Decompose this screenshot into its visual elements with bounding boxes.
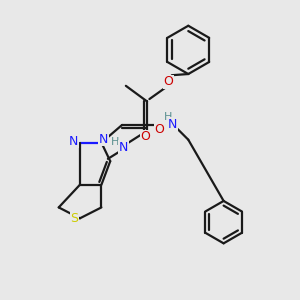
Text: H: H — [164, 112, 172, 122]
Text: N: N — [99, 133, 109, 146]
Text: O: O — [163, 75, 173, 88]
Text: O: O — [141, 130, 151, 143]
Text: O: O — [154, 123, 164, 136]
Text: S: S — [70, 212, 79, 225]
Text: N: N — [69, 135, 78, 148]
Text: N: N — [168, 118, 177, 131]
Text: N: N — [119, 141, 128, 154]
Text: H: H — [110, 137, 119, 147]
